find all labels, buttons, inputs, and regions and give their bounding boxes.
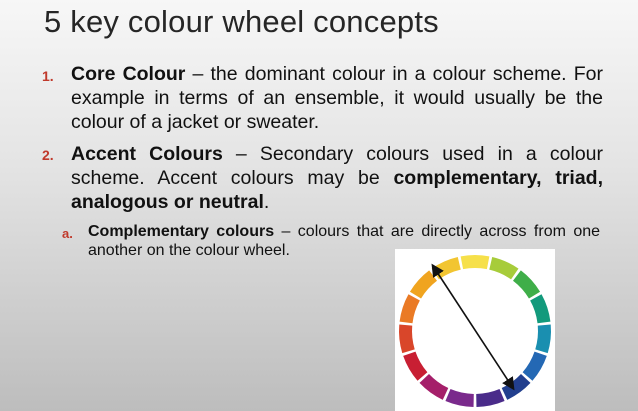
slide-title: 5 key colour wheel concepts [44, 4, 439, 39]
item-term-core-colour: Core Colour [71, 63, 186, 85]
item-end-period: . [263, 191, 270, 213]
wheel-segment [445, 389, 474, 407]
colour-wheel-svg [399, 255, 551, 407]
subitem-dash: – [274, 223, 298, 240]
wheel-segment [513, 270, 541, 299]
item-text-core-colour: the dominant colour in a colour scheme. … [71, 63, 603, 133]
item-text-accent-colours: Secondary colours used in a colour schem… [71, 143, 604, 189]
wheel-segment [403, 351, 428, 381]
wheel-segment [501, 374, 531, 400]
subitem-letter-a: a. [62, 226, 73, 241]
item-number-1: 1. [42, 68, 54, 84]
subitem-complementary: Complementary colours – colours that are… [88, 222, 600, 260]
wheel-segment [522, 351, 547, 381]
wheel-segment [409, 270, 437, 299]
wheel-segment [399, 324, 415, 354]
item-bold-accent-types: complementary, triad, analogous or neutr… [71, 167, 603, 213]
wheel-segment [530, 294, 551, 324]
wheel-segment [460, 255, 490, 270]
subitem-text: colours that are directly across from on… [88, 223, 601, 259]
item-dash: – [222, 143, 260, 165]
subitem-term: Complementary colours [88, 223, 275, 240]
item-dash: – [185, 63, 211, 85]
colour-wheel-image [395, 249, 555, 411]
wheel-segment [476, 389, 505, 407]
item-number-2: 2. [42, 147, 54, 163]
complementary-arrow [431, 263, 515, 391]
wheel-segment [535, 324, 551, 354]
item-term-accent-colours: Accent Colours [71, 143, 223, 165]
item-accent-colours: Accent Colours – Secondary colours used … [71, 142, 603, 214]
item-core-colour: Core Colour – the dominant colour in a c… [71, 62, 603, 134]
wheel-segment [399, 294, 420, 324]
